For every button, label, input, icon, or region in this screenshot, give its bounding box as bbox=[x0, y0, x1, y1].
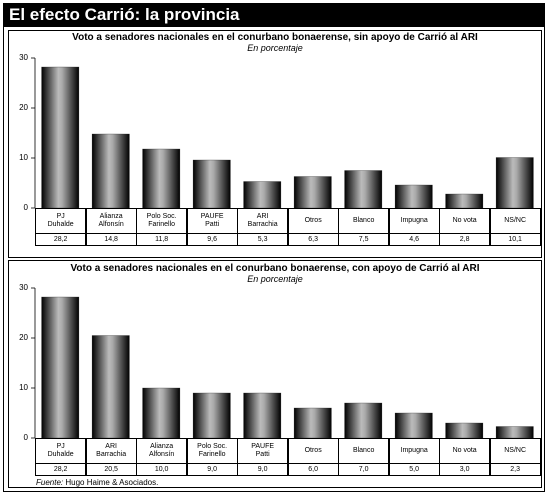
category-label: No vota bbox=[439, 208, 491, 234]
value-label: 28,2 bbox=[35, 463, 87, 476]
bar bbox=[344, 170, 383, 209]
bar bbox=[41, 296, 80, 439]
category-label: Polo Soc. Farinello bbox=[186, 438, 238, 464]
value-label: 14,8 bbox=[85, 233, 137, 246]
value-label: 7,0 bbox=[338, 463, 390, 476]
chart-title: Voto a senadores nacionales en el conurb… bbox=[72, 32, 478, 43]
category-label: No vota bbox=[439, 438, 491, 464]
category-label: PAUFE Patti bbox=[186, 208, 238, 234]
value-label: 10,0 bbox=[136, 463, 188, 476]
y-tick-label: 0 bbox=[24, 203, 29, 212]
value-label: 5,3 bbox=[237, 233, 289, 246]
bar bbox=[243, 392, 282, 439]
category-label: Polo Soc. Farinello bbox=[136, 208, 188, 234]
bar bbox=[445, 193, 484, 209]
category-label: Blanco bbox=[338, 208, 390, 234]
category-label: PJ Duhalde bbox=[35, 438, 87, 464]
y-tick-label: 30 bbox=[19, 283, 28, 292]
category-label: NS/NC bbox=[489, 208, 541, 234]
bar bbox=[293, 176, 332, 209]
source-text: Hugo Haime & Asociados. bbox=[65, 478, 159, 487]
y-tick-label: 20 bbox=[19, 333, 28, 342]
chart-subtitle: En porcentaje bbox=[247, 43, 303, 53]
source: Fuente: Hugo Haime & Asociados. bbox=[36, 478, 158, 487]
category-label: Alianza Alfonsín bbox=[136, 438, 188, 464]
category-label: PAUFE Patti bbox=[237, 438, 289, 464]
bar bbox=[243, 181, 282, 209]
value-label: 4,6 bbox=[388, 233, 440, 246]
value-label: 9,0 bbox=[186, 463, 238, 476]
category-label: Otros bbox=[287, 208, 339, 234]
chart-subtitle: En porcentaje bbox=[247, 274, 303, 284]
category-label: Impugna bbox=[388, 208, 440, 234]
value-label: 7,5 bbox=[338, 233, 390, 246]
bar bbox=[293, 407, 332, 439]
value-label: 6,0 bbox=[287, 463, 339, 476]
value-label: 9,0 bbox=[237, 463, 289, 476]
panel bbox=[8, 260, 542, 488]
y-tick-label: 10 bbox=[19, 153, 28, 162]
value-label: 6,3 bbox=[287, 233, 339, 246]
bar bbox=[495, 426, 534, 439]
bar bbox=[445, 422, 484, 439]
page-title: El efecto Carrió: la provincia bbox=[3, 3, 545, 27]
bar bbox=[91, 133, 130, 209]
y-tick-label: 20 bbox=[19, 103, 28, 112]
panel bbox=[8, 30, 542, 258]
bar bbox=[192, 392, 231, 439]
category-label: PJ Duhalde bbox=[35, 208, 87, 234]
value-label: 2,8 bbox=[439, 233, 491, 246]
value-label: 9,6 bbox=[186, 233, 238, 246]
bar bbox=[142, 387, 181, 439]
category-label: Impugna bbox=[388, 438, 440, 464]
value-label: 11,8 bbox=[136, 233, 188, 246]
y-tick-label: 0 bbox=[24, 433, 29, 442]
source-label: Fuente: bbox=[36, 478, 64, 487]
category-label: ARI Barrachia bbox=[237, 208, 289, 234]
y-tick-label: 10 bbox=[19, 383, 28, 392]
bar bbox=[142, 148, 181, 209]
value-label: 3,0 bbox=[439, 463, 491, 476]
category-label: NS/NC bbox=[489, 438, 541, 464]
bar bbox=[91, 335, 130, 439]
chart-title: Voto a senadores nacionales en el conurb… bbox=[70, 263, 480, 274]
category-label: ARI Barrachia bbox=[85, 438, 137, 464]
category-label: Alianza Alfonsín bbox=[85, 208, 137, 234]
value-label: 10,1 bbox=[489, 233, 541, 246]
bar bbox=[394, 184, 433, 209]
value-label: 2,3 bbox=[489, 463, 541, 476]
bar bbox=[41, 66, 80, 209]
bar bbox=[495, 157, 534, 209]
value-label: 5,0 bbox=[388, 463, 440, 476]
value-label: 20,5 bbox=[85, 463, 137, 476]
bar bbox=[344, 402, 383, 439]
bar bbox=[192, 159, 231, 209]
category-label: Blanco bbox=[338, 438, 390, 464]
value-label: 28,2 bbox=[35, 233, 87, 246]
y-tick-label: 30 bbox=[19, 53, 28, 62]
category-label: Otros bbox=[287, 438, 339, 464]
bar bbox=[394, 412, 433, 439]
